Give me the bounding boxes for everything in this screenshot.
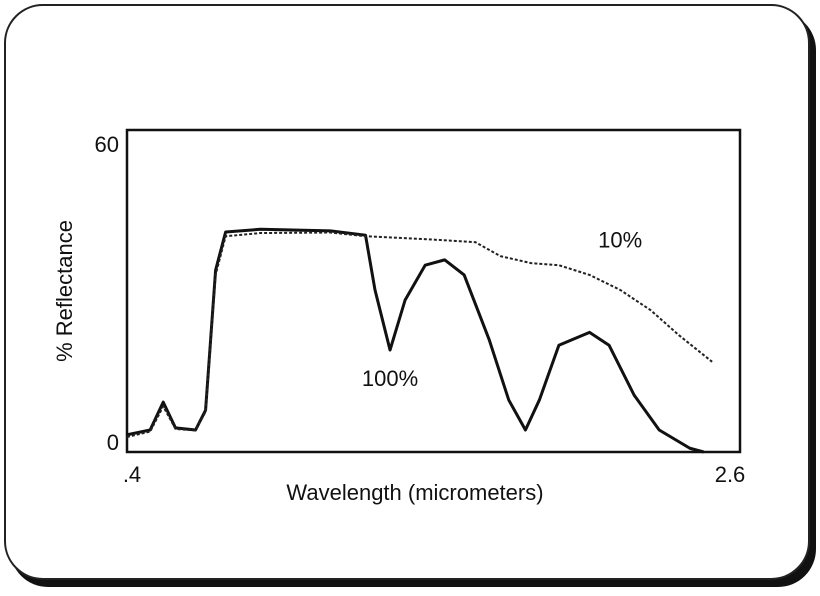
y-tick-label: 0 xyxy=(107,430,119,455)
y-axis-label: % Reflectance xyxy=(52,220,77,362)
x-axis-label: Wavelength (micrometers) xyxy=(286,480,543,505)
line-series xyxy=(126,231,713,438)
series-label: 10% xyxy=(598,228,642,253)
x-tick-label: .4 xyxy=(123,462,141,487)
x-tick-label: 2.6 xyxy=(715,462,746,487)
y-tick-label: 60 xyxy=(95,132,119,157)
frame xyxy=(4,4,810,580)
line-series xyxy=(126,227,705,454)
series-label: 100% xyxy=(362,366,418,391)
plot-area xyxy=(125,128,742,454)
